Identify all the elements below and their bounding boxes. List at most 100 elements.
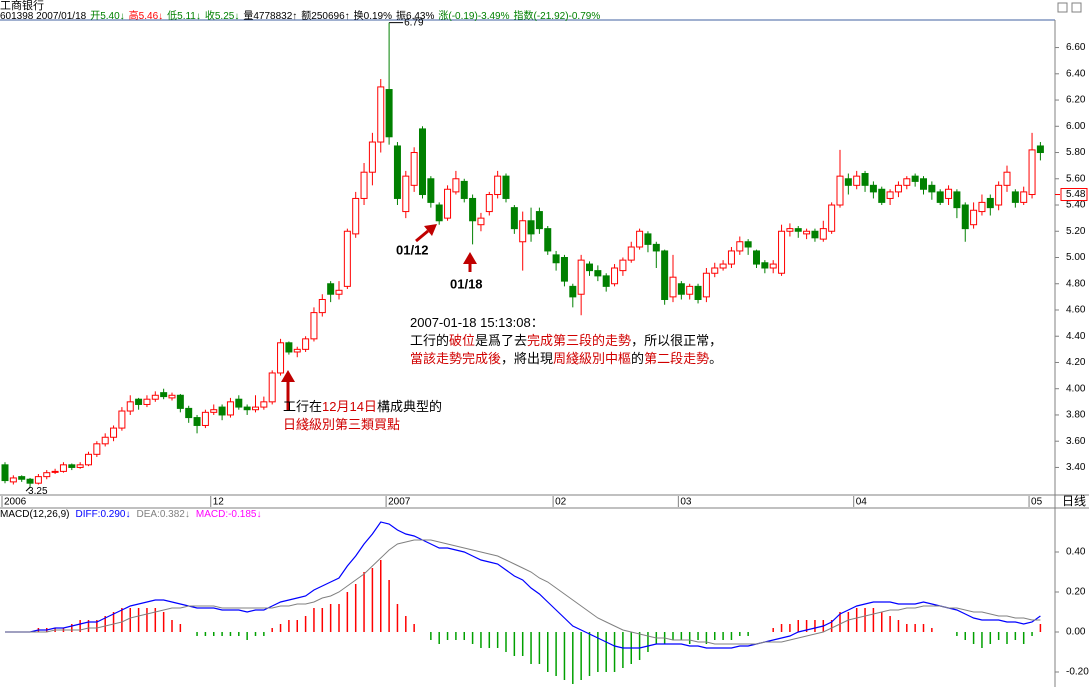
candle-body [43, 472, 51, 478]
candle-body [778, 230, 786, 274]
y-tick-label: 6.40 [1066, 68, 1086, 79]
candle-body [201, 411, 209, 426]
candle-body [335, 289, 343, 295]
candle-body [619, 259, 627, 272]
candle-body [844, 178, 852, 186]
candle-body [126, 401, 134, 412]
candle-body [352, 197, 360, 235]
text-segment: ，將出現 [501, 351, 553, 366]
candle-body [753, 250, 760, 265]
y-tick-label: 5.60 [1066, 173, 1086, 184]
candle-body [886, 191, 894, 199]
candle-body [444, 188, 452, 219]
candle-body [527, 220, 535, 235]
stock-name: 工商银行 [0, 0, 44, 12]
candle-body [176, 394, 184, 409]
y-tick-label: 4.20 [1066, 357, 1086, 368]
y-tick-label: 6.00 [1066, 121, 1086, 132]
text-segment: 破位 [449, 333, 475, 348]
candle-body [218, 406, 226, 416]
candle-body [769, 263, 777, 269]
candle-body [803, 230, 811, 235]
text-segment: 2007-01-18 15:13:08： [410, 315, 544, 330]
candle-body [1011, 191, 1019, 203]
text-segment: 日綫級別第三類買點 [283, 417, 400, 432]
text-segment: 工行在 [283, 399, 322, 414]
period-label: 日线 [1062, 494, 1086, 508]
arrow [415, 229, 429, 243]
window-icon[interactable] [1057, 2, 1068, 13]
candle-body [318, 298, 326, 314]
text-segment: 。 [709, 351, 722, 366]
candle-body [427, 178, 435, 203]
candle-body [694, 285, 702, 300]
text-line: 601398 2007/01/18 开5.40↓ 高5.46↓ 低5.11↓ 收5.25… [0, 9, 600, 22]
candle-body [477, 217, 485, 226]
candle-body [928, 184, 936, 193]
candle-body [310, 312, 318, 340]
candle-body [18, 476, 26, 480]
text-segment: 收5.25↓ [205, 9, 239, 22]
candle-body [76, 464, 84, 468]
candle-body [268, 372, 276, 403]
arrow-head [424, 224, 437, 236]
text-segment: 構成典型的 [377, 399, 442, 414]
text-line: 當該走勢完成後，將出現周綫級別中樞的第二段走勢。 [410, 351, 722, 366]
candle-body [160, 392, 168, 398]
text-segment: 高5.46↓ [129, 9, 163, 22]
candle-body [652, 243, 660, 252]
y-tick-label: 4.60 [1066, 305, 1086, 316]
candle-body [828, 204, 836, 232]
candle-body [586, 263, 593, 272]
legend-entry: DEA:0.382↓ [137, 509, 190, 520]
candle-body [736, 241, 744, 252]
y-tick-label: 3.40 [1066, 462, 1086, 473]
text-line: 2007-01-18 15:13:08： [410, 315, 544, 330]
text-segment: 是爲了去 [475, 333, 527, 348]
text-segment: 12月14日 [322, 399, 377, 414]
date-label: 2006 [4, 497, 27, 508]
date-label: 05 [1031, 497, 1043, 508]
min-label: 3.25 [28, 486, 48, 497]
y-tick-label: 3.60 [1066, 436, 1086, 447]
text-segment: 低5.11↓ [167, 9, 201, 22]
candle-body [794, 228, 802, 232]
candle-body [560, 257, 568, 282]
candle-body [911, 175, 919, 182]
macd-title: MACD(12,26,9) [0, 509, 69, 520]
date-label: 03 [680, 497, 692, 508]
candle-body [377, 86, 385, 143]
candle-body [452, 178, 460, 193]
candle-body [636, 230, 644, 248]
candle-body [836, 175, 844, 206]
candle-body [185, 407, 193, 419]
legend-entry: MACD:-0.185↓ [196, 509, 262, 520]
y-tick-label: 6.60 [1066, 42, 1086, 53]
candle-body [961, 204, 969, 230]
y-tick-label: 0.40 [1066, 547, 1086, 558]
y-tick-label: 0.20 [1066, 587, 1086, 598]
candle-body [878, 188, 886, 203]
text-line: 工行的破位是爲了去完成第三段的走勢，所以很正常， [410, 333, 722, 348]
candle-body [869, 184, 877, 193]
candle-body [544, 228, 552, 252]
window-icon[interactable] [1071, 2, 1082, 13]
candle-body [594, 270, 602, 277]
candle-body [51, 470, 59, 473]
candle-body [669, 276, 677, 298]
candle-body [193, 417, 201, 426]
candle-body [235, 398, 243, 408]
macd-legend: MACD(12,26,9) DIFF:0.290↓ DEA:0.382↓ MACD:-… [0, 509, 261, 520]
candle-body [393, 145, 401, 199]
text-segment: 量4778832↑ [243, 10, 297, 22]
candle-body [59, 464, 67, 472]
candle-body [9, 477, 17, 483]
y-tick-label: 4.00 [1066, 383, 1086, 394]
candle-body [677, 283, 685, 295]
text-line: 日綫級別第三類買點 [283, 417, 400, 432]
candle-body [552, 254, 560, 264]
candle-body [285, 342, 293, 353]
candle-body [469, 197, 477, 222]
candle-body [945, 188, 953, 199]
